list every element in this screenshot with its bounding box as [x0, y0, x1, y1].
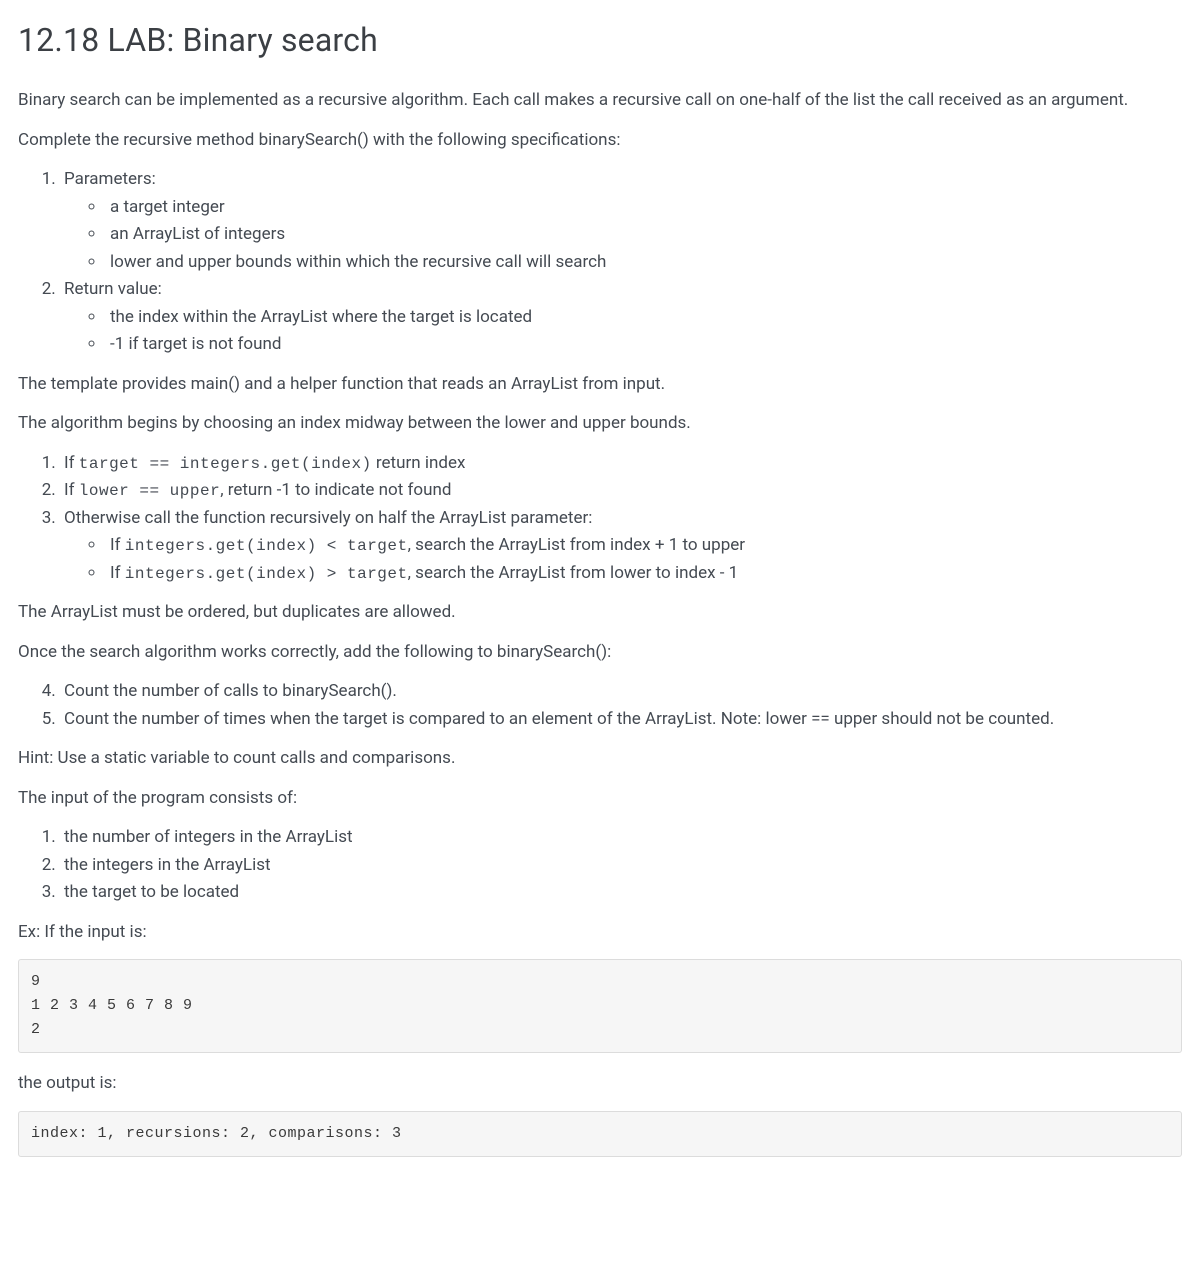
- algo-step-2: If lower == upper, return -1 to indicate…: [60, 478, 1182, 504]
- spec-return-sublist: the index within the ArrayList where the…: [64, 305, 1182, 358]
- input-list: the number of integers in the ArrayList …: [18, 825, 1182, 906]
- extra-step-4: Count the number of calls to binarySearc…: [60, 679, 1182, 705]
- text-fragment: If: [64, 480, 79, 500]
- algorithm-paragraph: The algorithm begins by choosing an inde…: [18, 411, 1182, 437]
- spec-parameters: Parameters: a target integer an ArrayLis…: [60, 167, 1182, 275]
- text-fragment: If: [64, 453, 79, 473]
- spec-param-item: a target integer: [106, 195, 1182, 221]
- spec-return-item: -1 if target is not found: [106, 332, 1182, 358]
- input-list-item: the integers in the ArrayList: [60, 853, 1182, 879]
- text-fragment: If: [110, 563, 125, 583]
- specifications-list: Parameters: a target integer an ArrayLis…: [18, 167, 1182, 358]
- inline-code: target == integers.get(index): [79, 455, 372, 473]
- input-description-paragraph: The input of the program consists of:: [18, 786, 1182, 812]
- text-fragment: return index: [372, 453, 466, 473]
- example-output-code: index: 1, recursions: 2, comparisons: 3: [18, 1111, 1182, 1157]
- spec-return: Return value: the index within the Array…: [60, 277, 1182, 358]
- input-list-item: the number of integers in the ArrayList: [60, 825, 1182, 851]
- once-works-paragraph: Once the search algorithm works correctl…: [18, 640, 1182, 666]
- spec-parameters-label: Parameters:: [64, 169, 156, 189]
- algorithm-steps-list: If target == integers.get(index) return …: [18, 451, 1182, 587]
- algo-step-3-sub-2: If integers.get(index) > target, search …: [106, 561, 1182, 587]
- hint-paragraph: Hint: Use a static variable to count cal…: [18, 746, 1182, 772]
- algo-step-3: Otherwise call the function recursively …: [60, 506, 1182, 587]
- extra-step-5: Count the number of times when the targe…: [60, 707, 1182, 733]
- page-title: 12.18 LAB: Binary search: [18, 16, 1182, 64]
- extra-steps-list: Count the number of calls to binarySearc…: [18, 679, 1182, 732]
- algo-step-3-sub-1: If integers.get(index) < target, search …: [106, 533, 1182, 559]
- template-paragraph: The template provides main() and a helpe…: [18, 372, 1182, 398]
- spec-parameters-sublist: a target integer an ArrayList of integer…: [64, 195, 1182, 276]
- text-fragment: Otherwise call the function recursively …: [64, 508, 592, 528]
- spec-param-item: lower and upper bounds within which the …: [106, 250, 1182, 276]
- inline-code: lower == upper: [79, 482, 220, 500]
- spec-return-item: the index within the ArrayList where the…: [106, 305, 1182, 331]
- intro-paragraph-2: Complete the recursive method binarySear…: [18, 128, 1182, 154]
- inline-code: integers.get(index) < target: [125, 537, 408, 555]
- text-fragment: , search the ArrayList from lower to ind…: [408, 563, 739, 583]
- example-input-code: 9 1 2 3 4 5 6 7 8 9 2: [18, 959, 1182, 1053]
- spec-return-label: Return value:: [64, 279, 162, 299]
- text-fragment: , return -1 to indicate not found: [220, 480, 451, 500]
- example-input-label: Ex: If the input is:: [18, 920, 1182, 946]
- ordered-paragraph: The ArrayList must be ordered, but dupli…: [18, 600, 1182, 626]
- algo-step-1: If target == integers.get(index) return …: [60, 451, 1182, 477]
- text-fragment: , search the ArrayList from index + 1 to…: [408, 535, 745, 555]
- spec-param-item: an ArrayList of integers: [106, 222, 1182, 248]
- algo-step-3-sublist: If integers.get(index) < target, search …: [64, 533, 1182, 586]
- inline-code: integers.get(index) > target: [125, 565, 408, 583]
- text-fragment: If: [110, 535, 125, 555]
- input-list-item: the target to be located: [60, 880, 1182, 906]
- intro-paragraph-1: Binary search can be implemented as a re…: [18, 88, 1182, 114]
- example-output-label: the output is:: [18, 1071, 1182, 1097]
